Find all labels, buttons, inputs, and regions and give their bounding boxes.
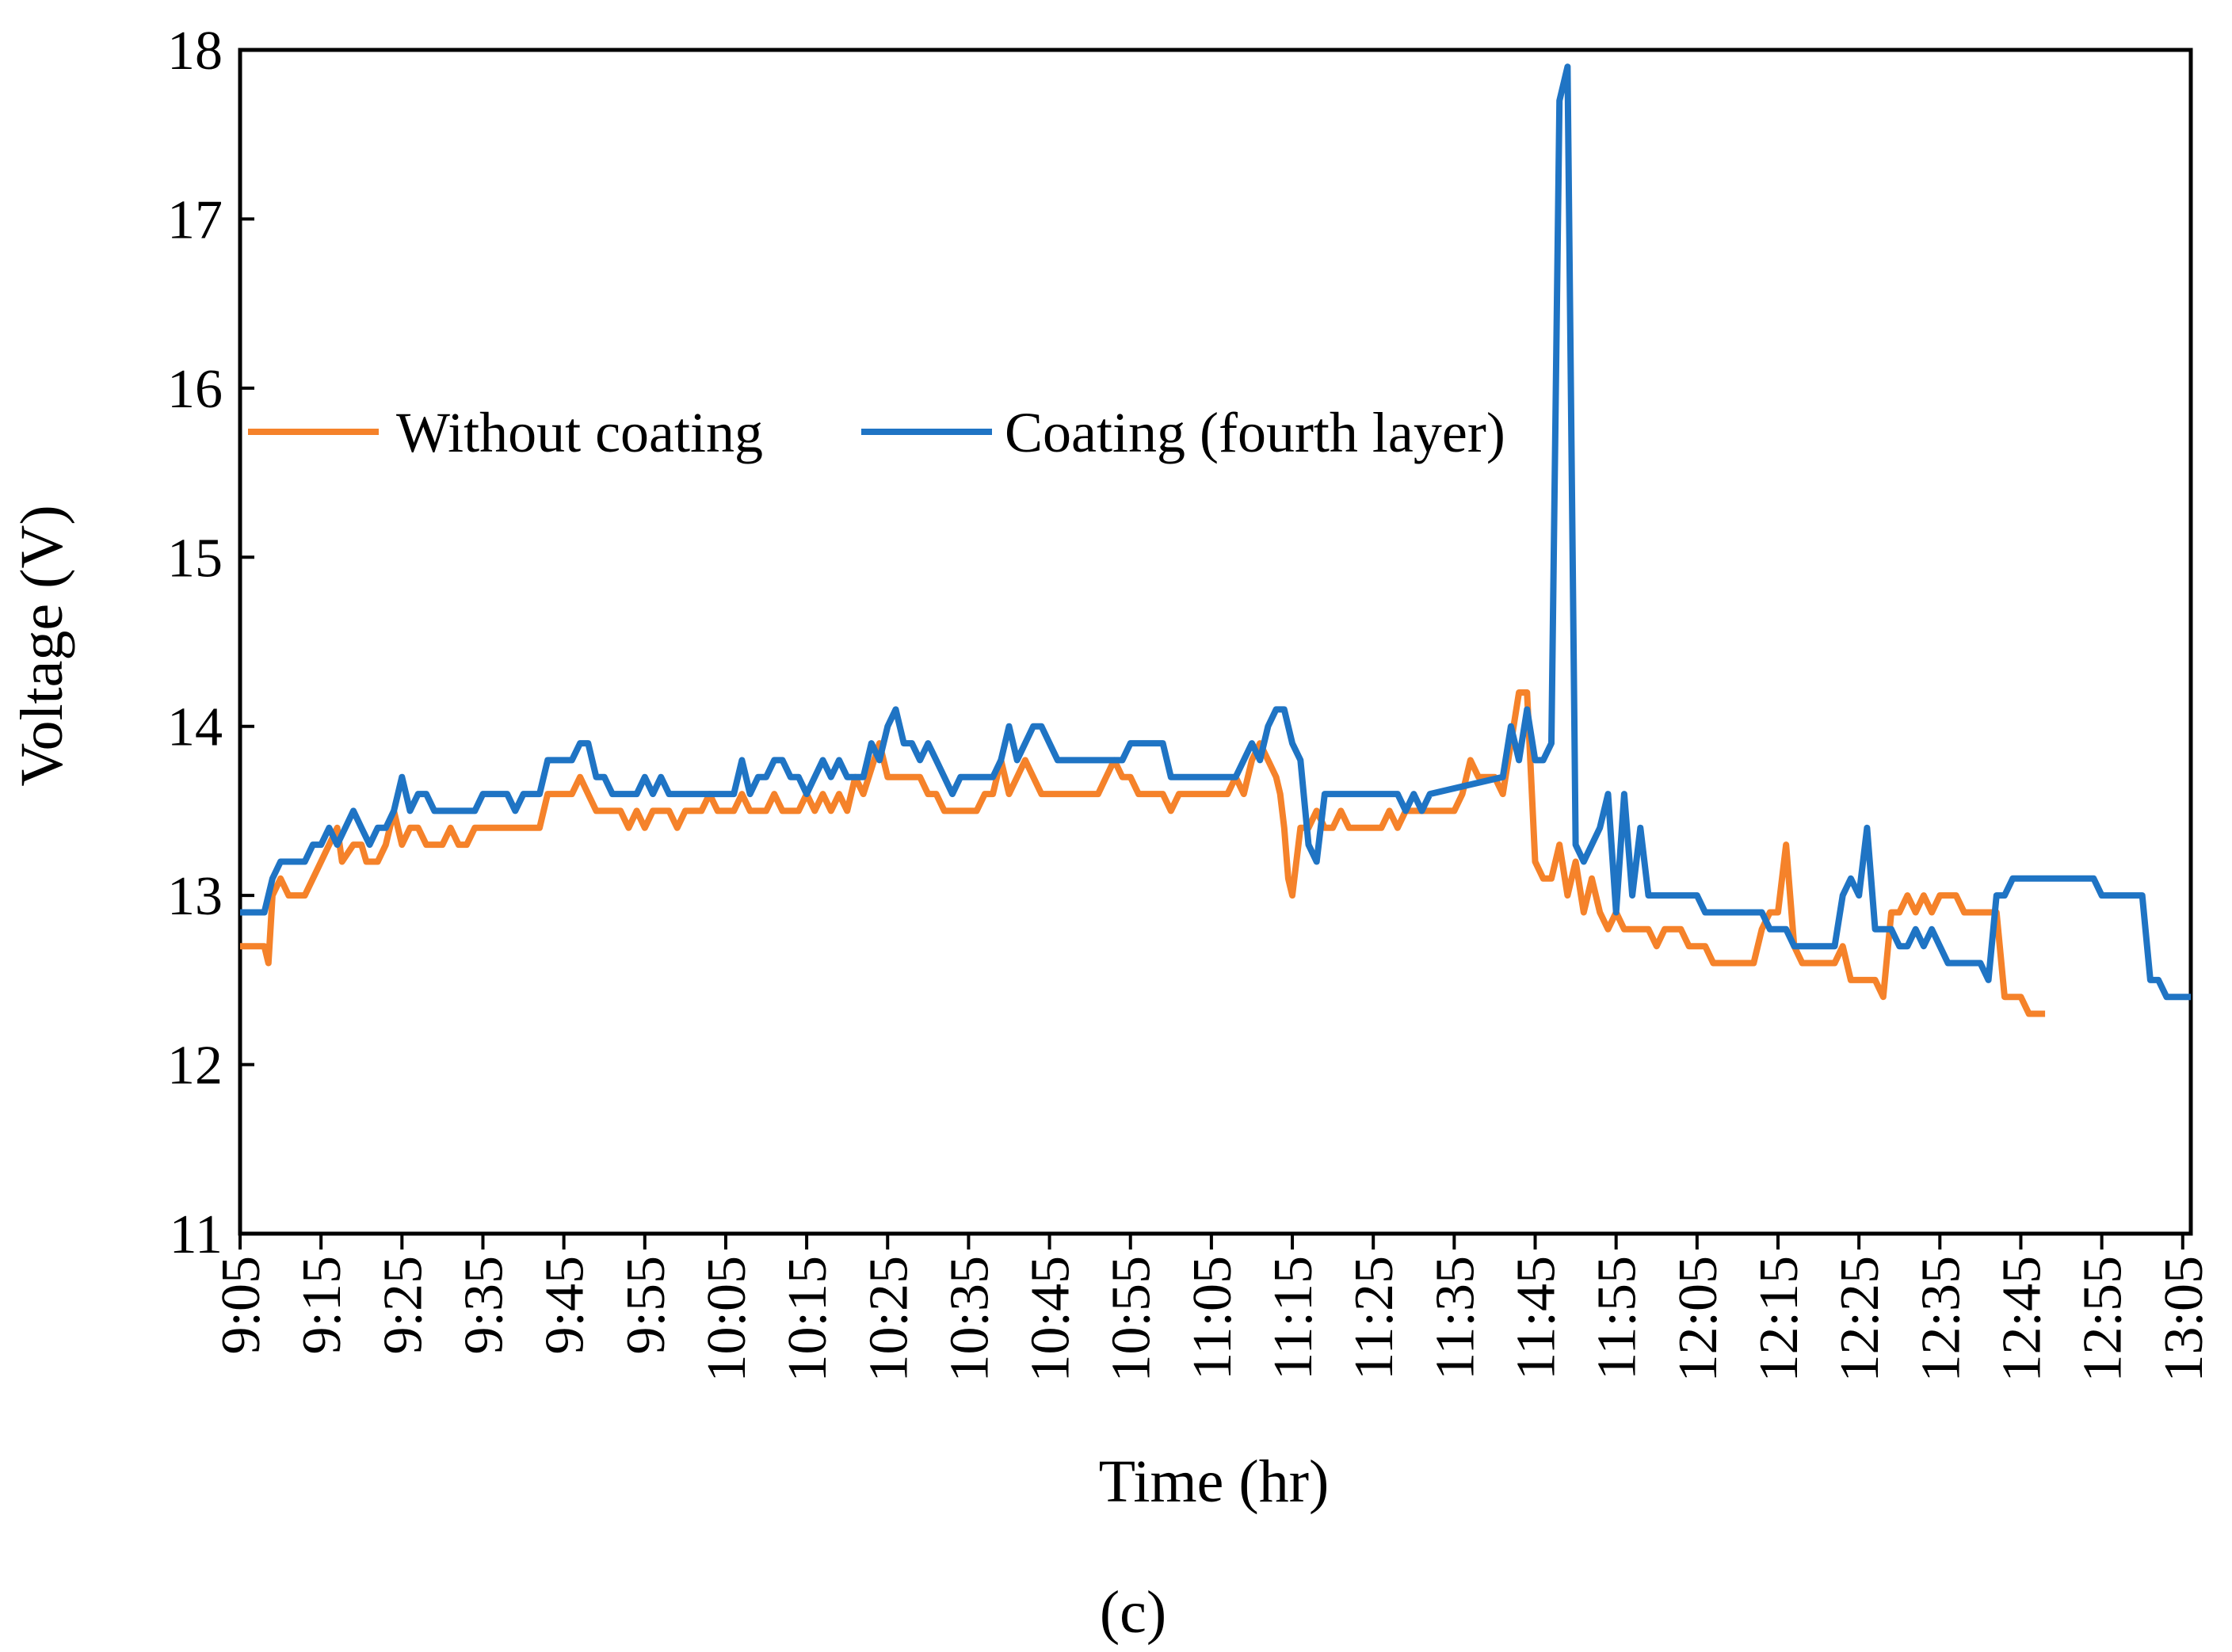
x-tick-label-9-15: 9:15 [292, 1256, 353, 1354]
x-tick-label-10-45: 10:45 [1021, 1256, 1082, 1382]
x-tick-label-10-05: 10:05 [696, 1256, 757, 1382]
x-tick-label-10-55: 10:55 [1101, 1256, 1162, 1382]
series-layer [240, 63, 2191, 1017]
legend-item-without-coating: Without coating [248, 401, 763, 464]
x-tick-label-11-55: 11:55 [1587, 1256, 1648, 1380]
x-tick-label-12-05: 12:05 [1668, 1256, 1729, 1382]
legend-label-coating-fourth-layer: Coating (fourth layer) [1005, 401, 1505, 464]
x-tick-label-13-05: 13:05 [2154, 1256, 2215, 1382]
y-axis-ticks: 11 12 13 14 15 16 17 18 [167, 21, 254, 1265]
x-tick-label-12-55: 12:55 [2073, 1256, 2134, 1382]
x-tick-label-10-15: 10:15 [777, 1256, 838, 1382]
x-tick-label-9-35: 9:35 [453, 1256, 514, 1354]
series-line-coating-fourth-layer [240, 63, 2191, 1001]
x-axis-title: Time (hr) [1099, 1448, 1330, 1515]
x-tick-label-11-25: 11:25 [1344, 1256, 1405, 1380]
y-tick-label-18: 18 [167, 21, 223, 82]
x-tick-label-9-05: 9:05 [211, 1256, 272, 1354]
y-tick-label-17: 17 [167, 189, 223, 250]
y-tick-label-13: 13 [167, 866, 223, 927]
legend-item-coating-fourth-layer: Coating (fourth layer) [861, 401, 1505, 464]
legend: Without coating Coating (fourth layer) [248, 401, 1505, 464]
x-tick-label-12-45: 12:45 [1991, 1256, 2052, 1382]
series-line-without-coating [240, 689, 2046, 1017]
y-axis-title: Voltage (V) [9, 505, 75, 786]
x-axis-ticks: 9:05 9:15 9:25 9:35 9:45 9:55 10:05 10:15 10:25 1… [211, 1234, 2215, 1382]
y-tick-label-11: 11 [170, 1204, 223, 1265]
x-tick-label-12-35: 12:35 [1910, 1256, 1971, 1382]
y-tick-label-14: 14 [167, 697, 223, 758]
y-tick-label-16: 16 [167, 359, 223, 420]
legend-label-without-coating: Without coating [396, 401, 763, 464]
x-tick-label-9-45: 9:45 [535, 1256, 596, 1354]
x-tick-label-11-45: 11:45 [1506, 1256, 1567, 1380]
y-tick-label-15: 15 [167, 528, 223, 589]
x-tick-label-11-15: 11:15 [1263, 1256, 1324, 1380]
x-tick-label-11-05: 11:05 [1182, 1256, 1243, 1380]
x-tick-label-10-25: 10:25 [858, 1256, 919, 1382]
x-tick-label-10-35: 10:35 [939, 1256, 1000, 1382]
x-tick-label-9-55: 9:55 [616, 1256, 677, 1354]
plot-area [238, 48, 2193, 1236]
x-tick-label-11-35: 11:35 [1425, 1256, 1486, 1380]
plot-frame [238, 48, 2193, 1236]
x-tick-label-12-15: 12:15 [1749, 1256, 1810, 1382]
x-tick-label-12-25: 12:25 [1829, 1256, 1891, 1382]
y-tick-label-12: 12 [167, 1036, 223, 1097]
figure-caption: (c) [1100, 1579, 1166, 1646]
x-tick-label-9-25: 9:25 [372, 1256, 433, 1354]
